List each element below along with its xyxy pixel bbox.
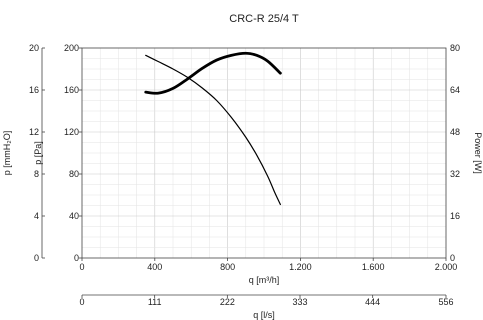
x-tick-label-ls: 222 bbox=[220, 297, 235, 307]
data-series bbox=[144, 51, 282, 206]
y-axis-title-power: Power [W] bbox=[473, 132, 483, 174]
x-tick-label-m3h: 800 bbox=[220, 262, 235, 272]
plot-frame bbox=[81, 47, 447, 259]
y-tick-label-mmh2o: 16 bbox=[29, 85, 39, 95]
x-axis-title-ls: q [l/s] bbox=[253, 310, 275, 320]
y-tick-label-pa: 120 bbox=[64, 127, 79, 137]
x-tick-label-m3h: 400 bbox=[147, 262, 162, 272]
y-tick-label-pa: 40 bbox=[69, 211, 79, 221]
plot-border bbox=[81, 47, 447, 259]
y-tick-label-pa: 160 bbox=[64, 85, 79, 95]
y-tick-label-pa: 200 bbox=[64, 43, 79, 53]
axes bbox=[41, 47, 447, 298]
pressure-curve bbox=[145, 54, 281, 206]
y-tick-label-mmh2o: 4 bbox=[34, 211, 39, 221]
y-tick-label-power: 0 bbox=[450, 253, 455, 263]
x-tick-label-m3h: 1.600 bbox=[362, 262, 385, 272]
y-tick-label-power: 32 bbox=[450, 169, 460, 179]
x-tick-label-m3h: 2.000 bbox=[435, 262, 458, 272]
y-tick-label-power: 80 bbox=[450, 43, 460, 53]
y-tick-label-power: 48 bbox=[450, 127, 460, 137]
x-tick-label-ls: 444 bbox=[365, 297, 380, 307]
x-tick-label-m3h: 0 bbox=[79, 262, 84, 272]
y-tick-label-mmh2o: 20 bbox=[29, 43, 39, 53]
y-tick-label-pa: 0 bbox=[74, 253, 79, 263]
x-tick-label-ls: 556 bbox=[438, 297, 453, 307]
y-tick-label-power: 16 bbox=[450, 211, 460, 221]
x-tick-label-ls: 0 bbox=[79, 297, 84, 307]
y-tick-label-mmh2o: 12 bbox=[29, 127, 39, 137]
y-tick-label-mmh2o: 8 bbox=[34, 169, 39, 179]
plot-grid bbox=[82, 48, 446, 258]
x-axis-title-m3h: q [m³/h] bbox=[249, 275, 280, 285]
y-tick-label-power: 64 bbox=[450, 85, 460, 95]
power-curve bbox=[144, 51, 282, 95]
x-tick-label-ls: 111 bbox=[148, 297, 162, 307]
y-tick-label-mmh2o: 0 bbox=[34, 253, 39, 263]
y-axis-title-pa: p [Pa] bbox=[33, 141, 43, 165]
x-tick-label-m3h: 1.200 bbox=[289, 262, 312, 272]
x-tick-label-ls: 333 bbox=[292, 297, 307, 307]
chart-title: CRC-R 25/4 T bbox=[229, 13, 299, 25]
y-axis-title-mmh2o: p [mmH₂O] bbox=[2, 131, 12, 176]
y-tick-label-pa: 80 bbox=[69, 169, 79, 179]
